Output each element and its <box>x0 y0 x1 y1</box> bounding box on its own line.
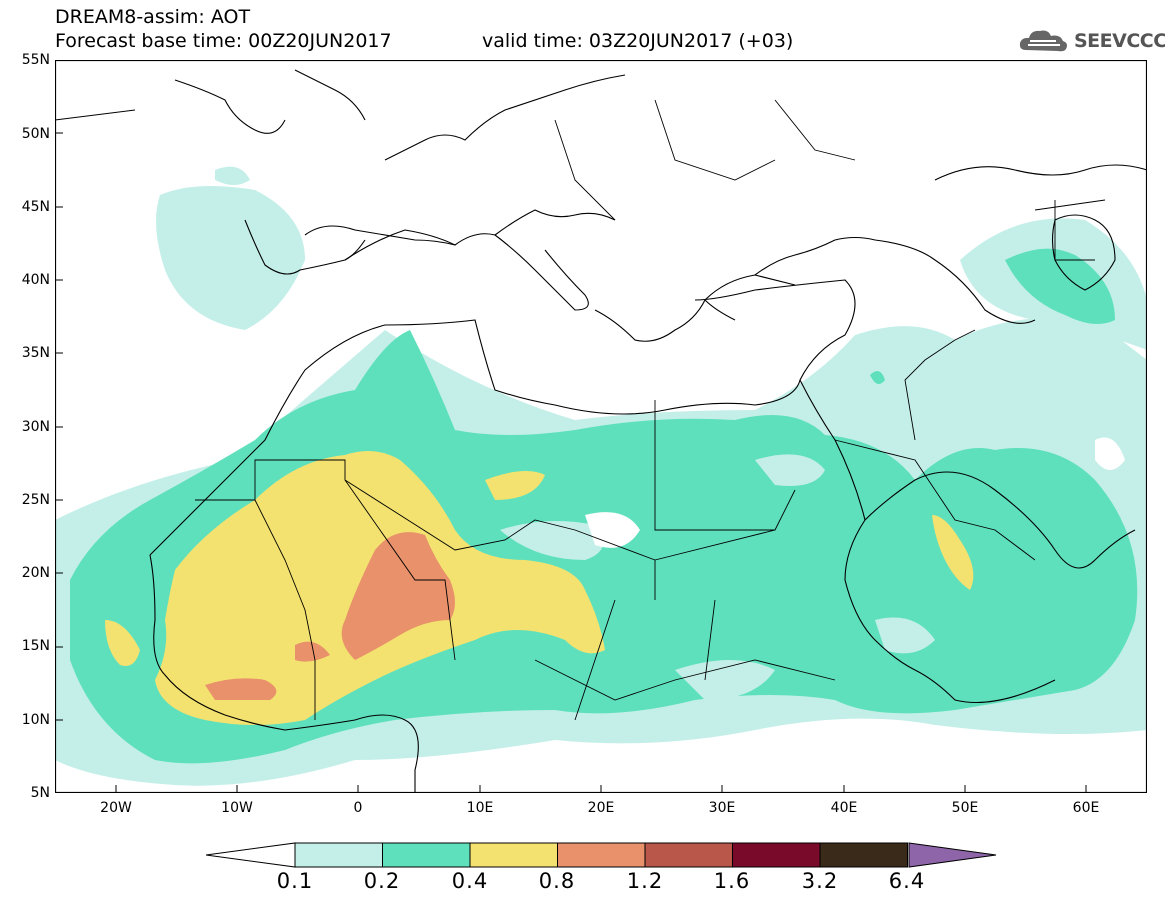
lat-label-15n: 15N <box>21 638 50 654</box>
lon-label-10e: 10E <box>466 800 494 816</box>
lon-label-50e: 50E <box>951 800 979 816</box>
colorbar-box-0 <box>294 842 383 868</box>
colorbar-box-1 <box>382 842 471 868</box>
colorbar-box-6 <box>819 842 908 868</box>
aot-field-low-patches <box>500 454 935 700</box>
aot-map <box>55 60 1147 793</box>
colorbar-label-0.4: 0.4 <box>451 869 489 893</box>
colorbar-box-3 <box>557 842 646 868</box>
lat-label-40n: 40N <box>21 272 50 288</box>
valid-time: valid time: 03Z20JUN2017 (+03) <box>482 30 794 52</box>
colorbar-box-2 <box>469 842 558 868</box>
colorbar <box>206 842 997 868</box>
lon-label-40e: 40E <box>830 800 858 816</box>
lon-label-30e: 30E <box>708 800 736 816</box>
map-border <box>55 60 1147 793</box>
lat-label-45n: 45N <box>21 199 50 215</box>
lat-label-20n: 20N <box>21 565 50 581</box>
colorbar-label-0.1: 0.1 <box>276 869 314 893</box>
lon-label-20w: 20W <box>100 800 132 816</box>
axis-ticks <box>55 60 1087 793</box>
lat-label-10n: 10N <box>21 712 50 728</box>
lon-label-0: 0 <box>353 800 363 816</box>
forecast-base-time: Forecast base time: 00Z20JUN2017 <box>55 30 392 52</box>
colorbar-label-0.2: 0.2 <box>363 869 401 893</box>
colorbar-low-triangle <box>206 842 296 868</box>
lat-label-25n: 25N <box>21 492 50 508</box>
lon-label-60e: 60E <box>1072 800 1100 816</box>
lat-label-55n: 55N <box>21 52 50 68</box>
colorbar-boxes <box>294 842 908 868</box>
colorbar-label-1.6: 1.6 <box>713 869 751 893</box>
colorbar-high-triangle <box>908 842 997 868</box>
logo-text: SEEVCCC <box>1074 30 1165 52</box>
lat-label-5n: 5N <box>30 785 50 801</box>
colorbar-label-0.8: 0.8 <box>538 869 576 893</box>
seevccc-logo: SEEVCCC <box>1018 26 1165 56</box>
map-title: DREAM8-assim: AOT <box>55 6 251 28</box>
colorbar-box-4 <box>644 842 733 868</box>
cloud-icon <box>1019 30 1067 52</box>
country-borders <box>195 99 1106 721</box>
lat-label-35n: 35N <box>21 345 50 361</box>
lat-label-30n: 30N <box>21 419 50 435</box>
colorbar-box-5 <box>732 842 821 868</box>
colorbar-label-6.4: 6.4 <box>888 869 926 893</box>
colorbar-label-3.2: 3.2 <box>801 869 839 893</box>
coastlines <box>55 69 1147 793</box>
lon-label-20e: 20E <box>587 800 615 816</box>
lat-label-50n: 50N <box>21 126 50 142</box>
lon-label-10w: 10W <box>221 800 253 816</box>
aot-field-0.8 <box>205 532 455 700</box>
colorbar-label-1.2: 1.2 <box>626 869 664 893</box>
